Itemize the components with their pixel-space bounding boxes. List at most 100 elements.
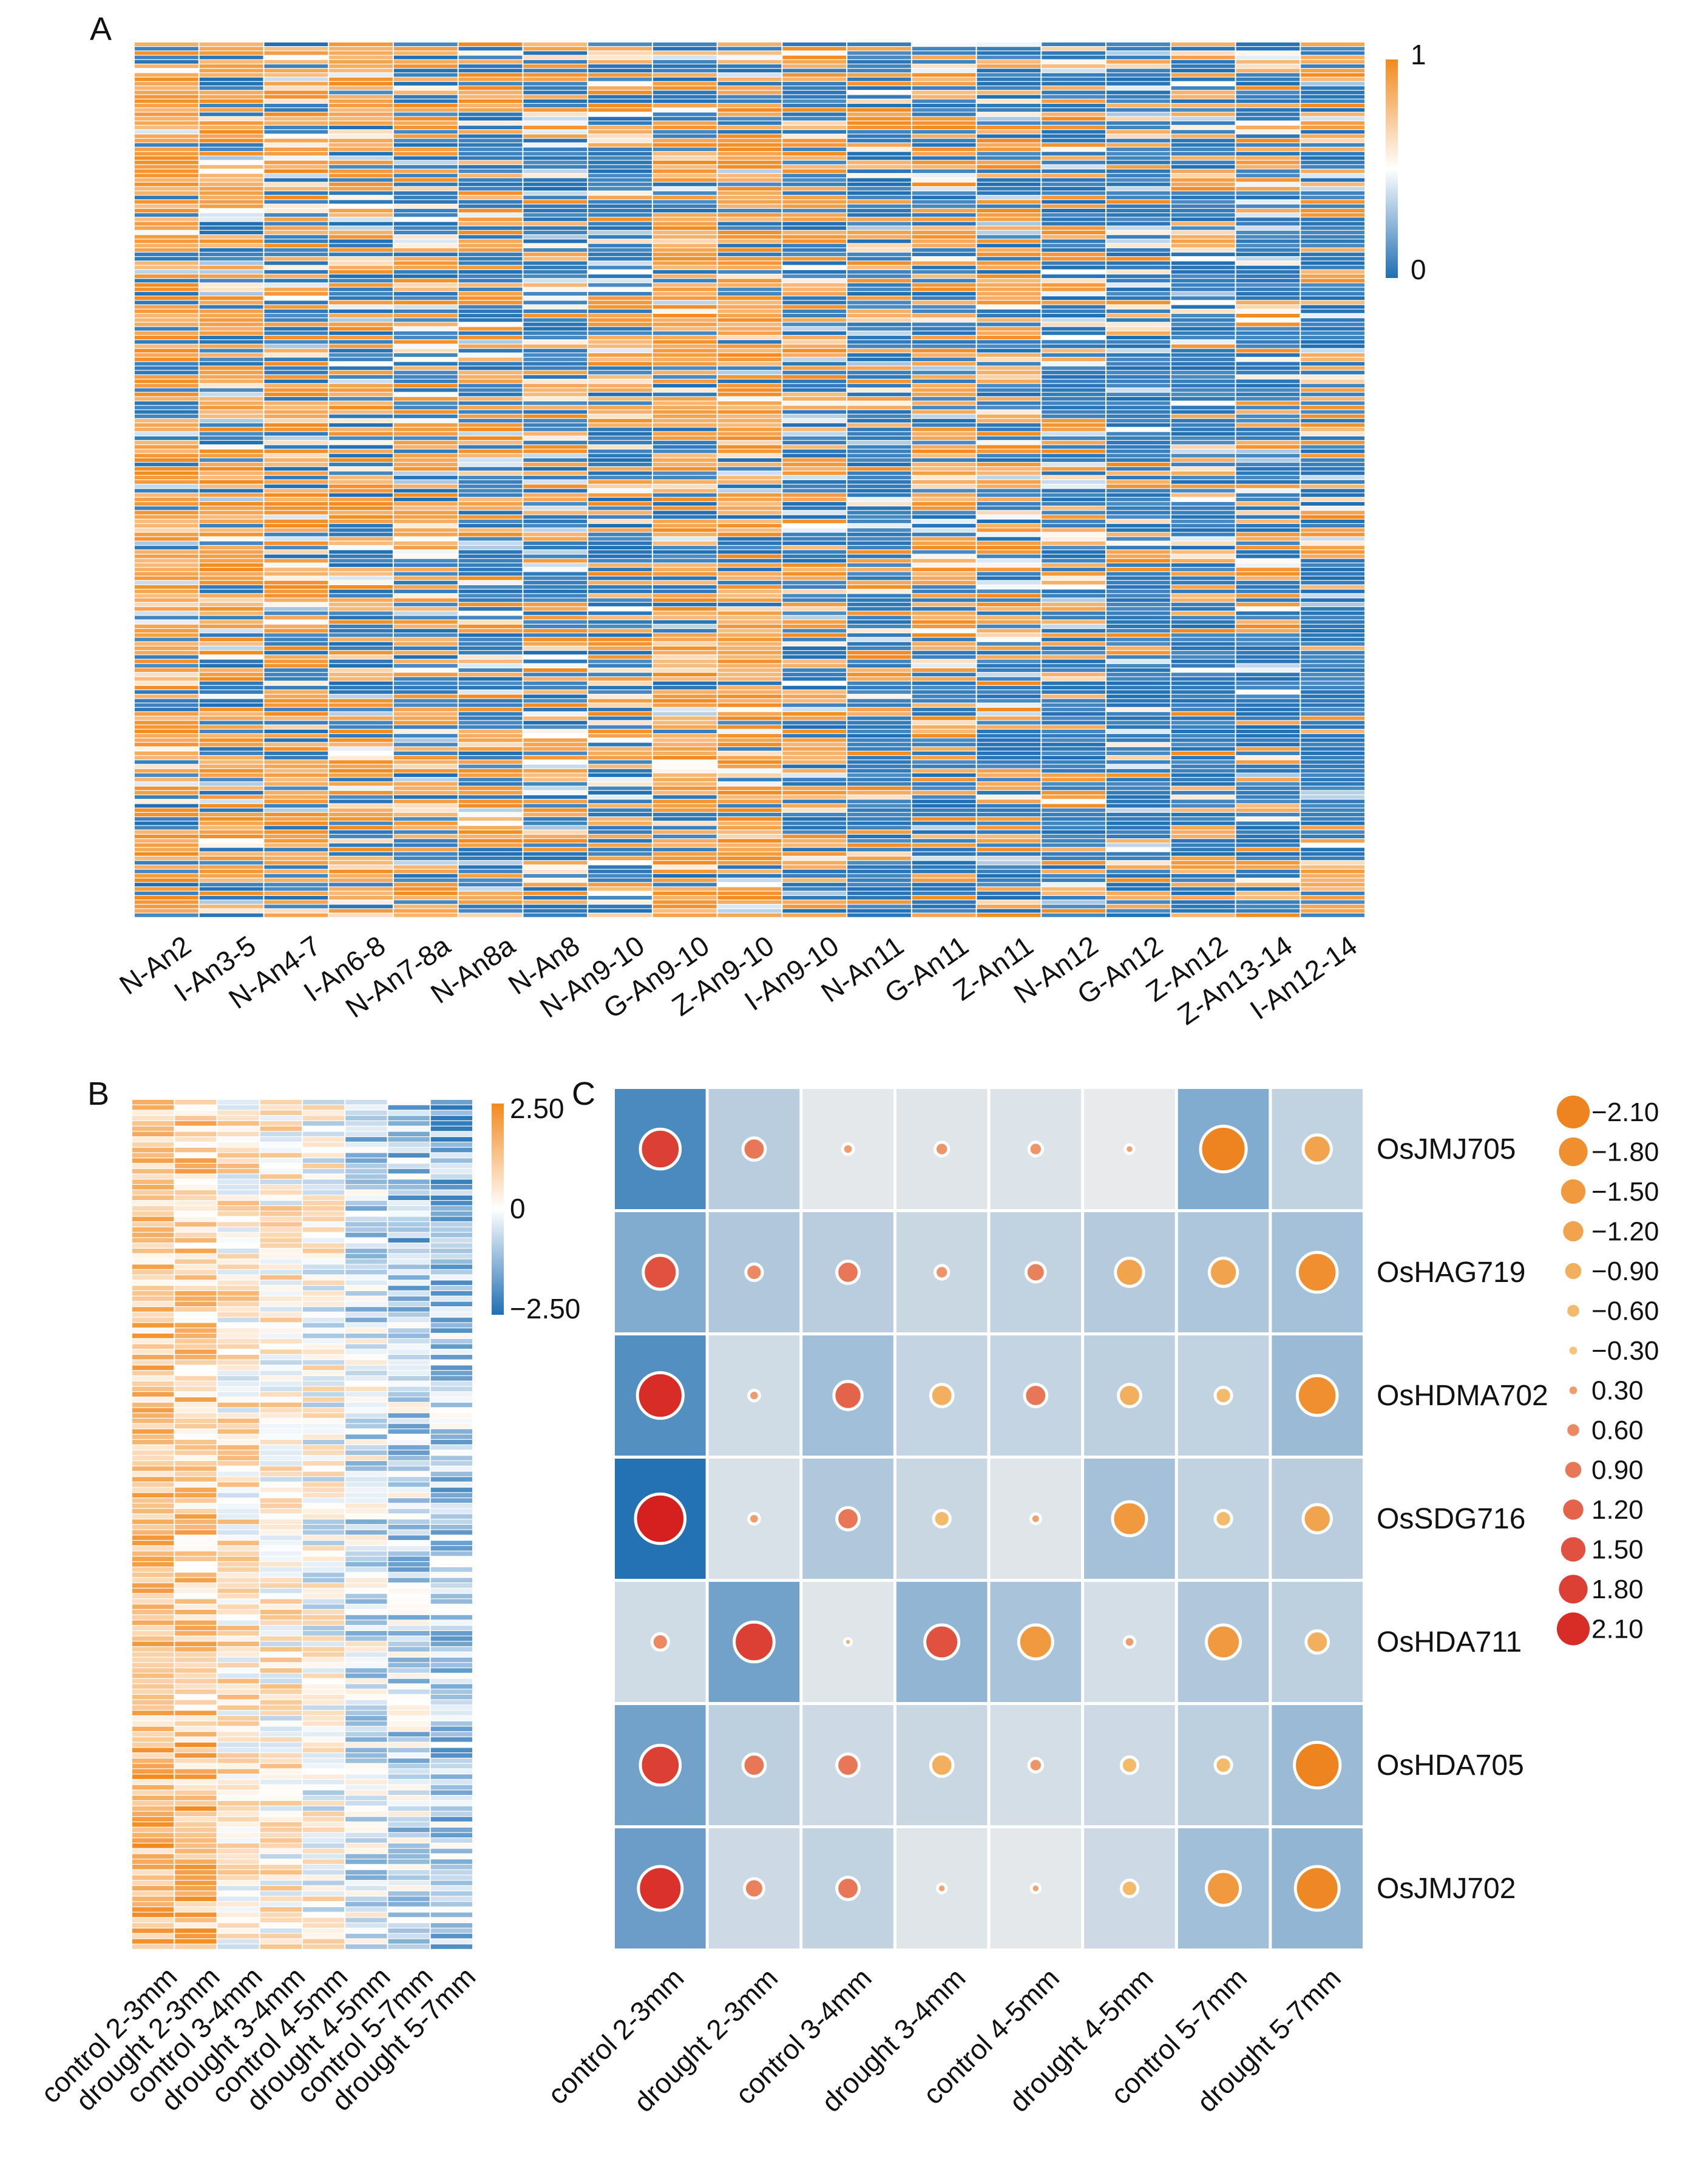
heatmap-a-cell [523,340,588,344]
heatmap-a-cell [1106,423,1170,427]
heatmap-b-cell [132,1631,174,1636]
heatmap-a-cell [458,528,523,532]
heatmap-b-cell [303,1758,345,1763]
heatmap-a-cell [1106,125,1170,129]
heatmap-a-cell [393,235,458,239]
heatmap-b-cell [260,1456,302,1460]
heatmap-a-cell [1042,541,1106,545]
heatmap-a-cell [135,169,198,174]
heatmap-a-cell [135,878,198,883]
heatmap-a-cell [458,182,523,186]
heatmap-a-cell [717,318,782,322]
heatmap-a-cell [199,707,263,711]
heatmap-b-cell [217,1147,259,1153]
heatmap-a-cell [912,375,976,379]
heatmap-a-cell [329,861,393,865]
heatmap-b-cell [132,1487,174,1493]
heatmap-a-cell [135,699,198,703]
heatmap-a-cell [199,358,263,362]
heatmap-b-cell [132,1142,174,1147]
heatmap-b-cell [303,1514,345,1519]
heatmap-a-cell [1042,309,1106,313]
heatmap-a-cell [199,388,263,392]
heatmap-a-cell [393,327,458,331]
heatmap-b-cell [132,1466,174,1471]
heatmap-a-cell [135,270,198,274]
heatmap-a-cell [135,358,198,362]
heatmap-a-cell [977,572,1041,576]
heatmap-a-cell [652,331,717,335]
heatmap-a-cell [1236,663,1300,668]
heatmap-a-cell [782,554,847,558]
heatmap-a-cell [1106,790,1170,795]
heatmap-a-cell [264,217,328,222]
heatmap-a-cell [912,231,976,235]
heatmap-a-cell [652,164,717,169]
heatmap-a-cell [1171,152,1235,156]
heatmap-a-cell [977,86,1041,90]
heatmap-a-cell [1042,852,1106,856]
heatmap-a-cell [393,226,458,230]
heatmap-a-cell [199,353,263,357]
heatmap-a-cell [458,778,523,782]
heatmap-a-cell [1171,677,1235,681]
heatmap-a-cell [199,467,263,471]
heatmap-a-cell [1301,883,1364,887]
heatmap-b-cell [345,1508,387,1514]
heatmap-b-cell [132,1859,174,1864]
heatmap-a-cell [782,580,847,585]
heatmap-a-cell [1106,716,1170,721]
heatmap-a-cell [588,305,652,309]
heatmap-a-cell [1042,235,1106,239]
heatmap-a-cell [717,47,782,51]
heatmap-a-cell [588,804,652,808]
heatmap-a-cell [1301,873,1364,878]
heatmap-a-cell [1106,703,1170,707]
heatmap-b-cell [345,1891,387,1896]
heatmap-a-cell [1236,370,1300,375]
heatmap-a-cell [847,231,911,235]
heatmap-a-cell [782,243,847,248]
heatmap-a-cell [847,843,911,847]
heatmap-b-cell [303,1870,345,1875]
heatmap-a-cell [1042,182,1106,186]
heatmap-a-cell [1171,690,1235,694]
heatmap-a-cell [393,568,458,572]
heatmap-a-cell [458,423,523,427]
heatmap-a-cell [847,95,911,99]
heatmap-a-cell [199,182,263,186]
heatmap-a-cell [393,471,458,475]
heatmap-b-cell [345,1726,387,1732]
heatmap-a-cell [1042,637,1106,642]
heatmap-a-cell [977,554,1041,558]
heatmap-a-cell [1042,602,1106,606]
heatmap-a-cell [1301,279,1364,283]
heatmap-a-cell [264,843,328,847]
heatmap-a-cell [1171,300,1235,305]
heatmap-a-cell [329,598,393,602]
heatmap-a-cell [1171,279,1235,283]
heatmap-b-cell [217,1381,259,1386]
heatmap-a-cell [912,778,976,782]
heatmap-a-cell [912,489,976,493]
heatmap-a-cell [135,663,198,668]
heatmap-a-cell [1042,362,1106,366]
heatmap-a-cell [782,318,847,322]
heatmap-a-cell [1171,673,1235,677]
heatmap-a-cell [458,283,523,287]
heatmap-b-cell [430,1355,472,1360]
heatmap-b-cell [175,1806,217,1811]
heatmap-a-cell [847,86,911,90]
heatmap-a-cell [1171,524,1235,528]
heatmap-a-cell [652,261,717,265]
heatmap-b-cell [132,1716,174,1721]
heatmap-b-cell [345,1801,387,1806]
heatmap-b-cell [217,1317,259,1323]
heatmap-b-cell [388,1695,430,1700]
heatmap-a-cell [1171,835,1235,839]
heatmap-b-cell [303,1912,345,1918]
heatmap-a-cell [1301,651,1364,655]
heatmap-a-cell [1171,629,1235,633]
heatmap-a-cell [458,410,523,414]
heatmap-a-cell [329,826,393,830]
